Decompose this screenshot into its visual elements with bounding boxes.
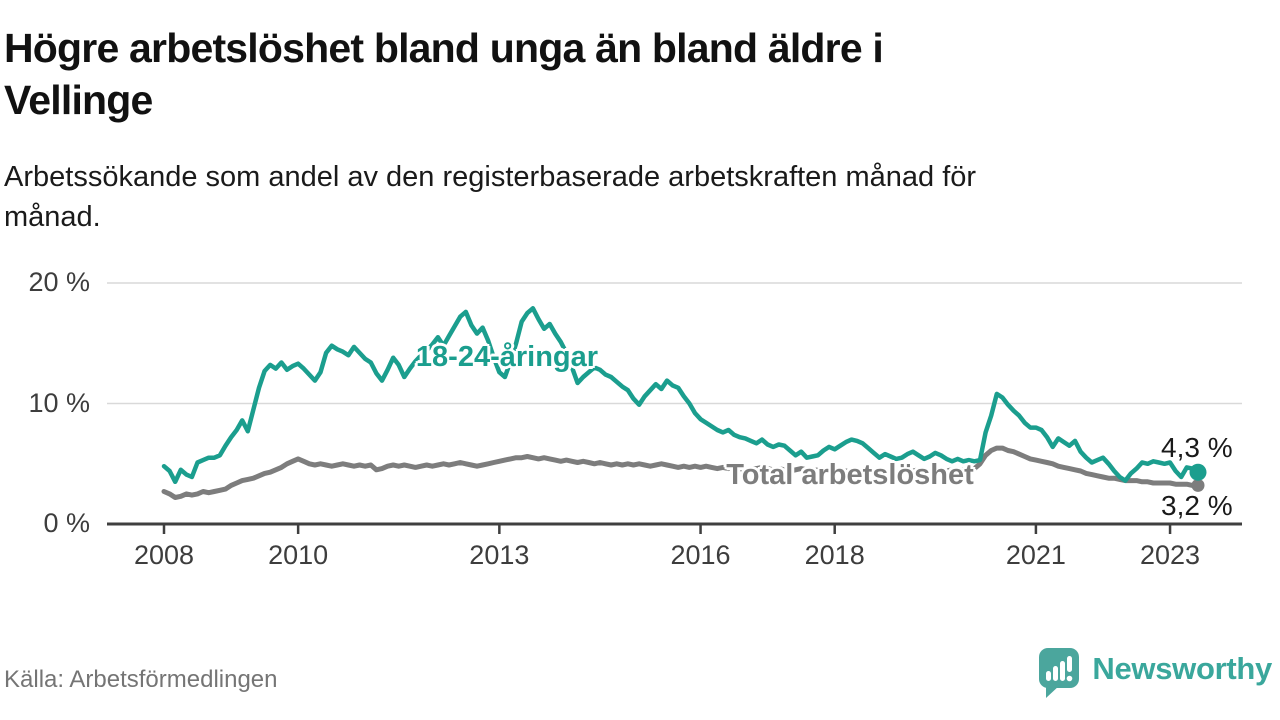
- x-tick-label-2023: 2023: [1140, 540, 1201, 570]
- series-line-young: [161, 306, 1201, 485]
- newsworthy-logo: Newsworthy: [1037, 646, 1272, 700]
- newsworthy-wordmark: Newsworthy: [1092, 650, 1272, 686]
- x-tick-label-2013: 2013: [469, 540, 530, 570]
- exclamation-glyph: [1067, 656, 1073, 672]
- end-dot-total: [1191, 478, 1205, 492]
- y-tick-label-10: 10 %: [28, 387, 90, 418]
- chart-subtitle-line1: Arbetssökande som andel av den registerb…: [4, 161, 977, 193]
- bar-chart-glyph: [1046, 671, 1052, 681]
- newsworthy-logo-icon: [1039, 648, 1080, 698]
- page-title-line1: Högre arbetslöshet bland unga än bland ä…: [4, 25, 884, 71]
- x-tick-label-2008: 2008: [133, 540, 195, 570]
- end-value-total: 3,2 %: [1161, 490, 1233, 521]
- y-tick-label-0: 0 %: [43, 508, 90, 538]
- x-tick-label-2018: 2018: [804, 540, 865, 570]
- series-line-total: [161, 445, 1201, 500]
- series-label-total: Total arbetslöshet: [726, 459, 974, 491]
- end-value-young: 4,3 %: [1161, 432, 1233, 463]
- x-tick-label-2010: 2010: [268, 540, 329, 570]
- chart-subtitle-line2: månad.: [4, 201, 101, 233]
- source-note: Källa: Arbetsförmedlingen: [4, 666, 278, 693]
- x-tick-label-2021: 2021: [1005, 540, 1066, 570]
- series-label-young: 18-24-åringar: [415, 341, 599, 373]
- y-tick-label-20: 20 %: [28, 267, 90, 297]
- x-tick-label-2016: 2016: [670, 540, 731, 570]
- end-dot-young: [1189, 463, 1207, 481]
- page-title: Högre arbetslöshet bland unga än bland ä…: [4, 22, 1264, 126]
- chart-subtitle: Arbetssökande som andel av den registerb…: [4, 157, 1264, 237]
- page-title-line2: Vellinge: [4, 77, 153, 123]
